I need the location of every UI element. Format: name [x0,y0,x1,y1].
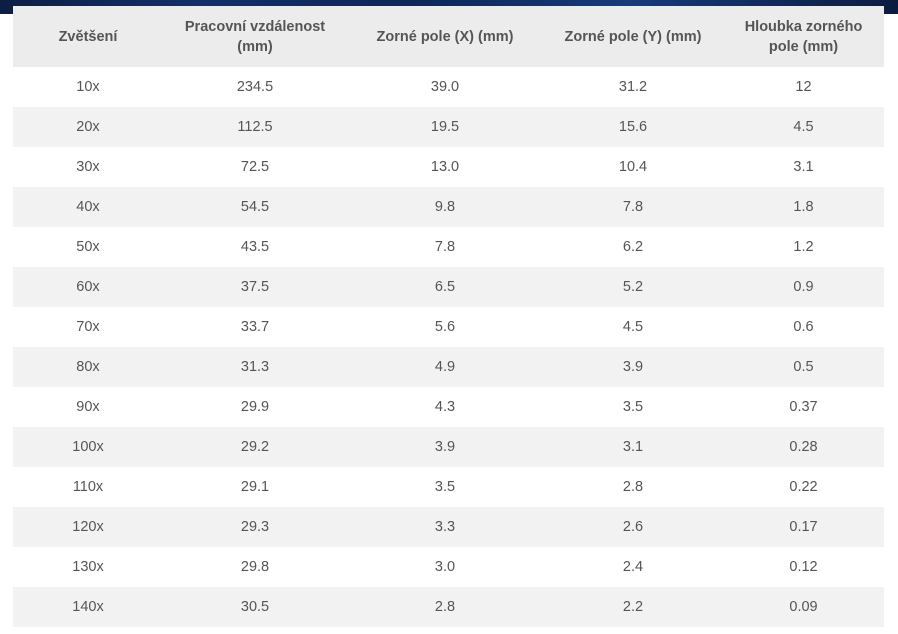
cell-magnification: 60x [76,279,100,295]
cell-depth-of-field: 12 [795,79,812,95]
cell-magnification: 70x [76,319,100,335]
cell-working-distance: 37.5 [240,279,270,295]
cell-magnification: 20x [76,119,100,135]
cell-field-of-view-y: 10.4 [618,159,648,175]
cell-field-of-view-x: 39.0 [430,79,460,95]
cell-depth-of-field: 0.17 [789,519,818,535]
cell-magnification: 100x [72,439,104,455]
table-row: 120x 29.3 3.3 2.6 0.17 [13,507,884,547]
cell-depth-of-field: 0.09 [789,599,818,615]
cell-field-of-view-x: 3.3 [434,519,456,535]
column-header-field-of-view-y: Zorné pole (Y) (mm) [564,28,702,45]
table-row: 20x 112.5 19.5 15.6 4.5 [13,107,884,147]
cell-field-of-view-y: 3.1 [622,439,644,455]
cell-working-distance: 43.5 [240,239,270,255]
cell-working-distance: 29.3 [240,519,270,535]
table-row: 60x 37.5 6.5 5.2 0.9 [13,267,884,307]
cell-working-distance: 30.5 [240,599,270,615]
column-header-working-distance: Pracovní vzdálenost (mm) [184,18,326,55]
cell-magnification: 10x [76,79,100,95]
table-row: 90x 29.9 4.3 3.5 0.37 [13,387,884,427]
cell-depth-of-field: 0.28 [789,439,818,455]
cell-working-distance: 112.5 [237,119,273,135]
cell-depth-of-field: 0.9 [793,279,814,295]
cell-field-of-view-y: 4.5 [622,319,644,335]
table-row: 10x 234.5 39.0 31.2 12 [13,67,884,107]
table-row: 100x 29.2 3.9 3.1 0.28 [13,427,884,467]
table-row: 70x 33.7 5.6 4.5 0.6 [13,307,884,347]
table-row: 140x 30.5 2.8 2.2 0.09 [13,587,884,627]
cell-field-of-view-x: 7.8 [434,239,456,255]
cell-working-distance: 33.7 [240,319,270,335]
cell-magnification: 50x [76,239,100,255]
magnification-spec-table: Zvětšení Pracovní vzdálenost (mm) Zorné … [13,6,884,627]
cell-depth-of-field: 0.6 [793,319,814,335]
cell-depth-of-field: 1.8 [793,199,814,215]
column-header-field-of-view-x: Zorné pole (X) (mm) [376,28,514,45]
cell-magnification: 40x [76,199,100,215]
table-body: 10x 234.5 39.0 31.2 12 20x 112.5 19.5 15… [13,67,884,627]
cell-field-of-view-x: 19.5 [430,119,460,135]
cell-field-of-view-y: 31.2 [618,79,648,95]
cell-working-distance: 54.5 [240,199,270,215]
cell-depth-of-field: 0.37 [789,399,818,415]
cell-magnification: 140x [72,599,104,615]
cell-field-of-view-x: 4.9 [434,359,456,375]
cell-depth-of-field: 0.12 [789,559,818,575]
cell-working-distance: 234.5 [236,79,274,95]
cell-field-of-view-y: 3.9 [622,359,644,375]
cell-working-distance: 29.1 [240,479,270,495]
cell-field-of-view-y: 5.2 [622,279,644,295]
cell-working-distance: 29.9 [240,399,270,415]
cell-working-distance: 29.2 [240,439,270,455]
cell-field-of-view-y: 15.6 [618,119,648,135]
cell-field-of-view-y: 6.2 [622,239,644,255]
cell-field-of-view-y: 2.4 [622,559,644,575]
cell-field-of-view-x: 5.6 [434,319,456,335]
cell-magnification: 80x [76,359,100,375]
cell-magnification: 30x [76,159,100,175]
cell-working-distance: 29.8 [240,559,270,575]
table-row: 40x 54.5 9.8 7.8 1.8 [13,187,884,227]
table-row: 50x 43.5 7.8 6.2 1.2 [13,227,884,267]
cell-magnification: 90x [76,399,100,415]
cell-field-of-view-x: 4.3 [434,399,456,415]
cell-field-of-view-y: 2.8 [622,479,644,495]
cell-field-of-view-y: 2.6 [622,519,644,535]
table-row: 110x 29.1 3.5 2.8 0.22 [13,467,884,507]
cell-working-distance: 72.5 [240,159,270,175]
cell-field-of-view-y: 3.5 [622,399,644,415]
table-row: 30x 72.5 13.0 10.4 3.1 [13,147,884,187]
header-banner-image [0,0,898,14]
table-header: Zvětšení Pracovní vzdálenost (mm) Zorné … [13,6,884,67]
cell-depth-of-field: 0.22 [789,479,818,495]
column-header-depth-of-field: Hloubka zorného pole (mm) [744,18,863,55]
cell-depth-of-field: 0.5 [793,359,814,375]
cell-depth-of-field: 1.2 [793,239,814,255]
cell-working-distance: 31.3 [240,359,270,375]
cell-magnification: 130x [72,559,104,575]
table-header-row: Zvětšení Pracovní vzdálenost (mm) Zorné … [13,6,884,67]
cell-field-of-view-x: 13.0 [430,159,460,175]
cell-field-of-view-y: 7.8 [622,199,644,215]
cell-field-of-view-x: 6.5 [434,279,456,295]
table-row: 80x 31.3 4.9 3.9 0.5 [13,347,884,387]
column-header-magnification: Zvětšení [58,28,118,45]
cell-field-of-view-x: 3.5 [434,479,456,495]
table-row: 130x 29.8 3.0 2.4 0.12 [13,547,884,587]
cell-field-of-view-y: 2.2 [622,599,644,615]
cell-field-of-view-x: 9.8 [434,199,456,215]
cell-field-of-view-x: 3.0 [434,559,456,575]
cell-field-of-view-x: 3.9 [434,439,456,455]
cell-field-of-view-x: 2.8 [434,599,456,615]
cell-depth-of-field: 3.1 [793,159,814,175]
cell-magnification: 110x [72,479,104,495]
cell-depth-of-field: 4.5 [793,119,814,135]
cell-magnification: 120x [72,519,104,535]
